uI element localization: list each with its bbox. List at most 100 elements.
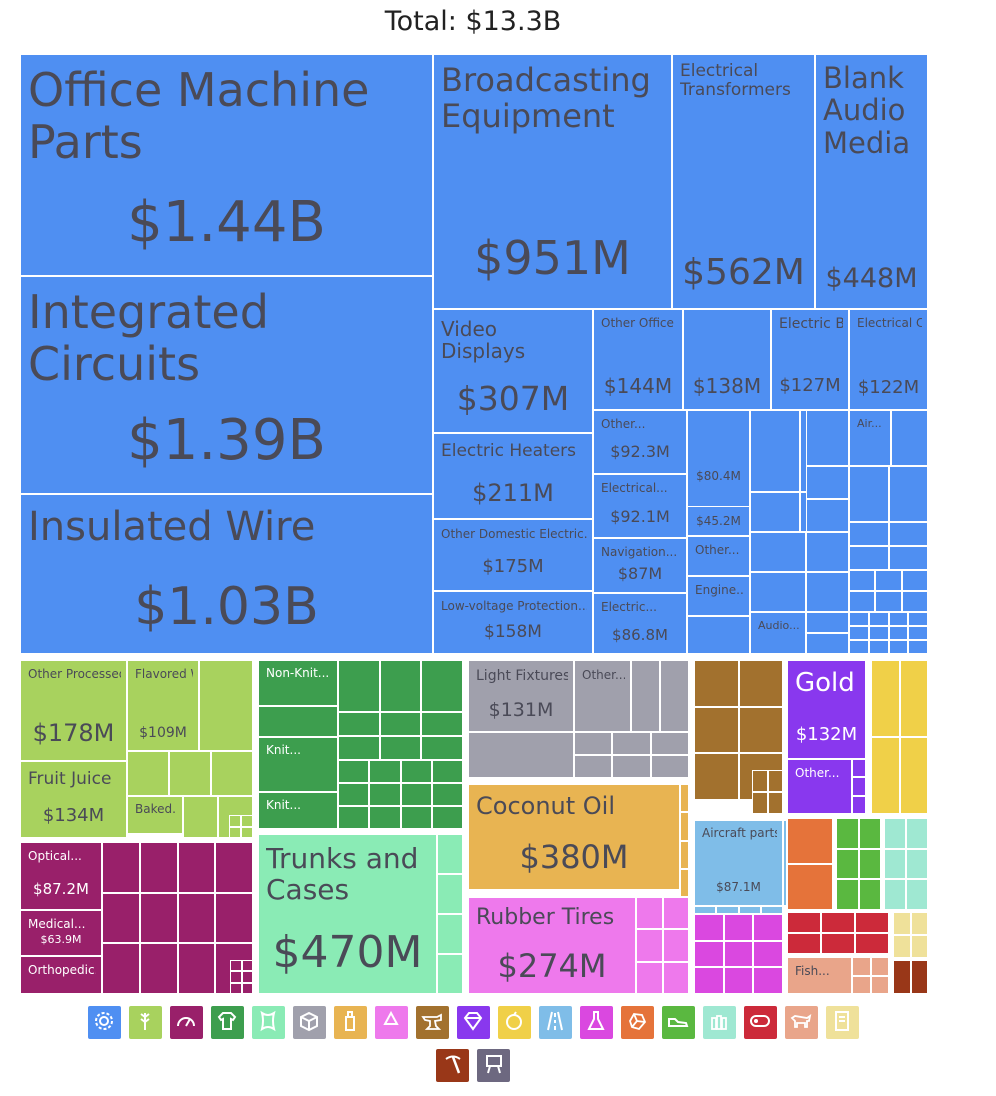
chemical-tile[interactable] — [753, 940, 783, 968]
machine-tile[interactable] — [806, 612, 849, 633]
treemap-tile[interactable]: Electric... $86.8M — [593, 593, 687, 654]
chemical-tile[interactable] — [753, 914, 783, 941]
chemical-tile[interactable] — [694, 967, 724, 994]
machine-tile[interactable] — [806, 532, 849, 572]
machine-tile[interactable] — [888, 522, 928, 546]
scroll-tile[interactable] — [893, 935, 911, 958]
machine-tile[interactable] — [849, 522, 889, 546]
treemap-tile[interactable]: Baked... — [127, 796, 183, 834]
teal-tile[interactable] — [906, 818, 928, 849]
plastic-tile[interactable] — [662, 961, 689, 994]
misc-tile[interactable] — [612, 732, 651, 755]
metal-tile[interactable] — [767, 770, 783, 792]
stone-tile[interactable] — [787, 818, 833, 864]
scroll-tile[interactable] — [910, 912, 928, 935]
yellow-tile[interactable] — [871, 660, 900, 737]
animal-tile[interactable] — [870, 957, 889, 976]
treemap-tile[interactable]: Other... — [574, 660, 631, 732]
treemap-tile[interactable]: Electrical Control... $122M — [849, 309, 928, 410]
instrument-tile[interactable] — [177, 842, 216, 893]
paper-tile[interactable] — [787, 912, 821, 933]
treemap-tile[interactable]: Broadcasting Equipment $951M — [433, 54, 672, 309]
chemical-tile[interactable] — [694, 940, 724, 968]
instrument-tile[interactable] — [230, 971, 242, 983]
misc-tile[interactable] — [650, 732, 689, 755]
metal-tile[interactable] — [694, 753, 739, 800]
misc-tile[interactable] — [660, 660, 689, 732]
machine-tile[interactable] — [908, 640, 928, 654]
paper-tile[interactable] — [855, 933, 889, 954]
treemap-tile[interactable]: Integrated Circuits $1.39B — [20, 276, 433, 494]
treemap-tile[interactable]: Light Fixtures $131M — [468, 660, 574, 732]
legend-item[interactable] — [415, 1006, 449, 1039]
vegetable-tile[interactable] — [241, 815, 253, 827]
treemap-tile[interactable]: Aircraft parts... $87.1M — [694, 820, 783, 906]
legend-item[interactable] — [702, 1006, 736, 1039]
machine-tile[interactable] — [849, 570, 876, 591]
machine-tile[interactable] — [849, 626, 869, 640]
metal-tile[interactable] — [694, 706, 739, 754]
transport-tile[interactable] — [783, 820, 787, 906]
plastic-tile[interactable] — [662, 897, 689, 930]
instrument-tile[interactable] — [177, 892, 216, 944]
treemap-tile[interactable]: Orthopedic... — [20, 956, 102, 994]
textile-tile[interactable] — [431, 783, 463, 806]
instrument-tile[interactable] — [241, 960, 253, 972]
stone-tile[interactable] — [787, 864, 833, 910]
treemap-tile[interactable]: Electrical... $92.1M — [593, 474, 687, 538]
treemap-tile[interactable]: Fish... — [787, 957, 852, 994]
transport-tile[interactable] — [760, 906, 783, 914]
legend-item[interactable] — [477, 1049, 510, 1082]
textile-tile[interactable] — [431, 806, 463, 829]
oil-tile[interactable] — [680, 840, 689, 869]
misc-tile[interactable] — [650, 755, 689, 778]
legend-item[interactable] — [538, 1006, 572, 1039]
textile-tile[interactable] — [338, 660, 380, 712]
animal-tile[interactable] — [870, 975, 889, 994]
plastic-tile[interactable] — [636, 929, 663, 962]
machine-tile[interactable] — [875, 570, 902, 591]
textile-tile[interactable] — [421, 660, 463, 712]
instrument-tile[interactable] — [241, 982, 253, 994]
teal-tile[interactable] — [884, 818, 906, 849]
metal-tile[interactable] — [694, 660, 739, 707]
treemap-tile[interactable]: Other Office Machines $144M — [593, 309, 683, 410]
treemap-tile[interactable]: $138M — [683, 309, 771, 410]
treemap-tile[interactable]: Electric Batteries $127M — [771, 309, 849, 410]
textile-tile[interactable] — [338, 760, 370, 783]
treemap-tile[interactable]: Other Domestic Electric... $175M — [433, 519, 593, 591]
oil-tile[interactable] — [680, 812, 689, 841]
paper-tile[interactable] — [787, 933, 821, 954]
legend-item[interactable] — [333, 1006, 367, 1039]
legend-item[interactable] — [620, 1006, 654, 1039]
machine-tile[interactable] — [901, 591, 928, 612]
treemap-tile[interactable]: Other... $92.3M — [593, 410, 687, 474]
treemap-tile[interactable]: Medical... $63.9M — [20, 910, 102, 956]
legend-item[interactable] — [456, 1006, 490, 1039]
teal-tile[interactable] — [884, 879, 906, 910]
instrument-tile[interactable] — [230, 960, 242, 972]
footwear-tile[interactable] — [858, 818, 881, 849]
treemap-tile[interactable]: Coconut Oil $380M — [468, 784, 680, 890]
machine-tile[interactable] — [868, 640, 889, 654]
machine-tile[interactable] — [806, 410, 849, 466]
textile-tile[interactable] — [379, 660, 422, 712]
metal-tile[interactable] — [738, 660, 783, 707]
legend-item[interactable] — [436, 1049, 469, 1082]
vegetable-tile[interactable] — [229, 826, 241, 838]
instrument-tile[interactable] — [215, 842, 253, 893]
textile-tile[interactable] — [338, 712, 380, 736]
misc-tile[interactable] — [574, 755, 613, 778]
textile-tile[interactable] — [431, 760, 463, 783]
teal-tile[interactable] — [906, 848, 928, 880]
machine-tile[interactable] — [849, 591, 876, 612]
legend-item[interactable] — [825, 1006, 859, 1039]
metal-tile[interactable] — [752, 792, 768, 814]
legend-item[interactable] — [87, 1006, 121, 1039]
yellow-tile[interactable] — [899, 660, 928, 737]
machine-tile[interactable] — [806, 572, 849, 612]
treemap-tile[interactable]: Engine... — [687, 576, 750, 616]
plastic-tile[interactable] — [636, 961, 663, 994]
chemical-tile[interactable] — [694, 914, 724, 941]
treemap-tile[interactable]: Other...$64.2M — [787, 759, 852, 814]
